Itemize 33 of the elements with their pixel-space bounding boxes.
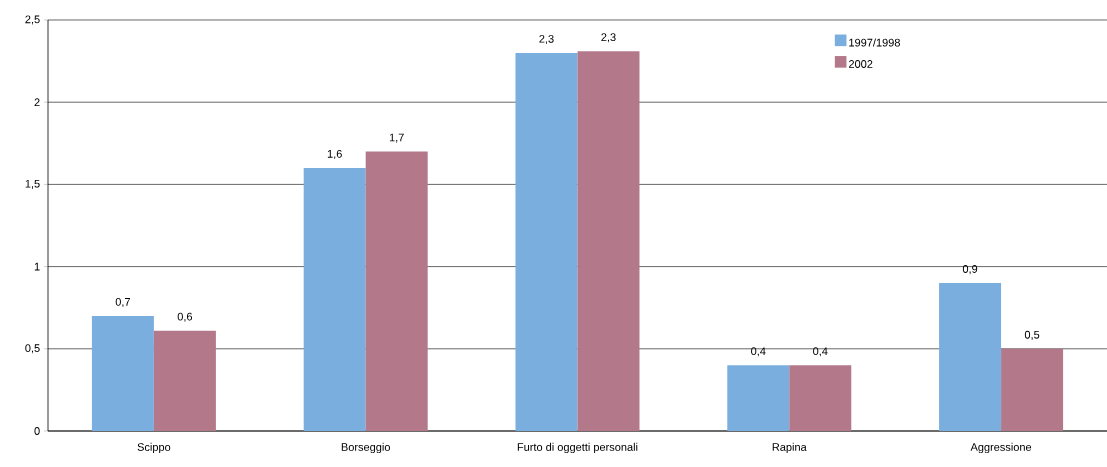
y-tick-label: 0: [34, 427, 40, 435]
y-tick-label: 1,5: [25, 179, 40, 189]
bar: [789, 365, 852, 431]
data-label: 0,7: [115, 297, 130, 308]
bar: [365, 151, 428, 431]
y-tick-label: 1: [34, 262, 40, 271]
data-label: 2,3: [601, 33, 616, 43]
data-label: 1,6: [327, 150, 342, 160]
bar: [153, 330, 216, 431]
data-label: 1,7: [389, 133, 404, 143]
bar: [91, 315, 154, 431]
x-tick-label: Scippo: [137, 442, 171, 454]
bar: [577, 51, 640, 431]
x-tick-label: Aggressione: [970, 442, 1032, 454]
bar: [939, 283, 1002, 431]
x-tick-label: Furto di oggetti personali: [517, 442, 638, 454]
bar: [727, 365, 790, 431]
data-label: 2,3: [539, 34, 554, 45]
bar: [515, 52, 578, 431]
x-tick-label: Rapina: [772, 442, 807, 454]
data-label: 0,4: [751, 347, 766, 357]
bar: [1001, 348, 1064, 431]
legend-label: 2002: [848, 60, 873, 68]
data-label: 0,4: [813, 347, 828, 357]
y-tick-label: 2,5: [25, 15, 40, 25]
data-label: 0,6: [177, 312, 193, 322]
x-tick-label: Borseggio: [341, 442, 390, 454]
legend-label: 1997/1998: [849, 38, 900, 47]
y-tick-label: 2: [34, 98, 40, 107]
data-label: 0,5: [1024, 330, 1040, 340]
bar: [303, 167, 366, 431]
data-label: 0,9: [962, 265, 978, 275]
y-tick-label: 0,5: [25, 344, 40, 354]
